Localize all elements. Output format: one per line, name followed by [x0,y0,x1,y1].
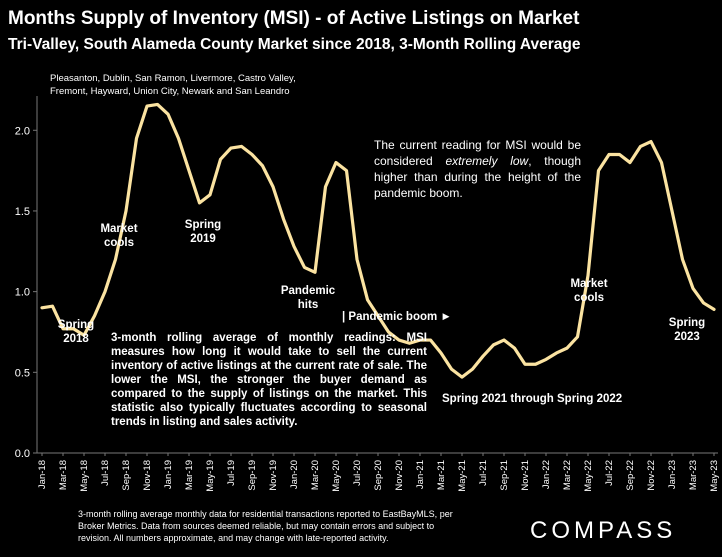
x-tick-label: Mar-23 [688,460,699,490]
x-tick-label: Sep-21 [499,460,510,491]
chart-subtitle: Tri-Valley, South Alameda County Market … [8,36,581,53]
y-tick-label: 0.0 [15,448,30,460]
y-tick-label: 2.0 [15,125,30,137]
region-line: Fremont, Hayward, Union City, Newark and… [50,86,290,97]
x-tick-label: Mar-22 [562,460,573,490]
y-tick-label: 1.5 [15,206,30,218]
x-tick-label: Nov-21 [520,460,531,491]
x-tick-label: May-20 [331,460,342,492]
x-tick-label: May-23 [709,460,720,492]
x-tick-label: Jul-20 [352,460,363,486]
annotation: Market cools [100,223,138,249]
x-tick-label: Nov-19 [268,460,279,491]
x-tick-label: Mar-18 [58,460,69,490]
x-tick-label: May-22 [583,460,594,492]
annotation: Spring 2023 [668,317,706,343]
chart-title: Months Supply of Inventory (MSI) - of Ac… [8,8,580,29]
x-tick-label: Sep-18 [121,460,132,491]
x-tick-label: Jul-21 [478,460,489,486]
series-line [40,102,716,379]
x-tick-label: May-18 [79,460,90,492]
y-tick-label: 0.5 [15,367,30,379]
x-tick-label: Sep-22 [625,460,636,491]
x-tick-label: May-21 [457,460,468,492]
footer-line: Broker Metrics. Data from sources deemed… [78,521,435,531]
x-tick-label: Jan-19 [163,460,174,489]
annotation: | Pandemic boom ► [342,311,452,323]
x-tick-label: Jan-22 [541,460,552,489]
x-tick-label: Mar-21 [436,460,447,490]
annotation: Spring 2019 [184,219,222,245]
x-tick-label: Mar-19 [184,460,195,490]
annotation: Spring 2021 through Spring 2022 [442,393,623,405]
x-tick-label: Jan-23 [667,460,678,489]
x-tick-label: Nov-20 [394,460,405,491]
footer-line: revision. All numbers approximate, and m… [78,533,389,543]
note-text: , though higher than during the height o… [374,154,581,200]
x-tick-label: Sep-19 [247,460,258,491]
x-tick-label: Sep-20 [373,460,384,491]
x-tick-label: May-19 [205,460,216,492]
note-text: The current reading for MSI would be con… [374,138,581,168]
y-tick-label: 1.0 [15,287,30,299]
x-tick-label: Mar-20 [310,460,321,490]
annotation: Market cools [570,278,608,304]
x-tick-label: Jan-21 [415,460,426,489]
note-bottom: 3-month rolling average of monthly readi… [111,332,427,428]
x-tick-label: Jan-18 [37,460,48,489]
footer: 3-month rolling average monthly data for… [78,508,453,544]
annotation: Pandemic hits [280,285,336,311]
footer-line: 3-month rolling average monthly data for… [78,509,453,519]
x-tick-label: Jan-20 [289,460,300,489]
region-line: Pleasanton, Dublin, San Ramon, Livermore… [50,73,296,84]
x-tick-label: Nov-22 [646,460,657,491]
x-tick-label: Jul-19 [226,460,237,486]
x-tick-label: Jul-22 [604,460,615,486]
x-tick-label: Nov-18 [142,460,153,491]
annotation: Spring 2018 [57,319,95,345]
region-note: Pleasanton, Dublin, San Ramon, Livermore… [50,72,296,98]
brand-logo: COMPASS [530,517,677,544]
x-tick-label: Jul-18 [100,460,111,486]
note-emphasis: extremely low [445,154,529,168]
note-top: The current reading for MSI would be con… [374,137,581,201]
